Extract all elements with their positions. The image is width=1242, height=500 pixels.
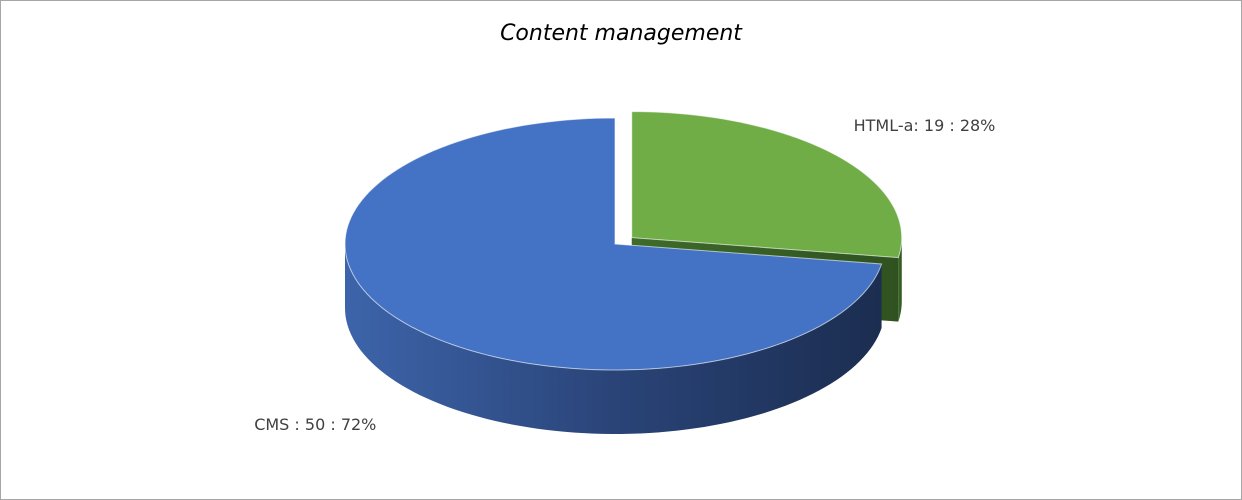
data-label: HTML-a: 19 : 28%: [854, 116, 996, 135]
chart-title: Content management: [500, 21, 743, 46]
pie-slice: [631, 111, 903, 259]
slice-side: [898, 237, 902, 322]
data-label: CMS : 50 : 72%: [254, 415, 376, 434]
pie-slice: [344, 117, 883, 371]
slice-side: [345, 244, 882, 434]
